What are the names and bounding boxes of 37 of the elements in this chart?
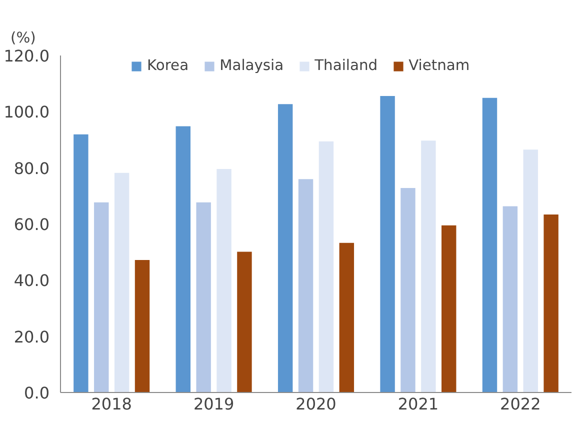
y-tick-label: 40.0 (14, 271, 50, 290)
bar (94, 202, 109, 392)
bar (216, 168, 232, 392)
x-tick-label: 2020 (296, 394, 336, 414)
bar (278, 104, 293, 392)
x-tick-label: 2019 (193, 394, 234, 414)
bar (114, 172, 130, 392)
y-tick-label: 100.0 (4, 102, 50, 122)
bar (339, 242, 354, 392)
y-tick-label: 60.0 (14, 215, 50, 234)
legend-label: Malaysia (220, 57, 284, 74)
legend-label: Thailand (314, 57, 378, 74)
y-tick-label: 0.0 (24, 384, 50, 402)
bar (176, 126, 190, 392)
bar (298, 179, 314, 392)
bar (442, 225, 456, 392)
y-tick-label: 20.0 (14, 327, 50, 346)
bar (196, 202, 211, 392)
bar (544, 214, 558, 392)
bar (237, 252, 252, 392)
bar (74, 134, 88, 392)
bar (134, 260, 150, 392)
y-tick-label: 120.0 (4, 46, 50, 66)
bar (523, 150, 538, 392)
legend-label: Vietnam (408, 57, 470, 74)
bar (502, 206, 518, 392)
x-tick-label: 2021 (398, 394, 439, 414)
y-tick-label: 80.0 (14, 158, 50, 178)
x-tick-label: 2022 (500, 394, 541, 414)
bar (421, 140, 436, 392)
legend-label: Korea (147, 57, 189, 74)
bar (318, 141, 334, 392)
bar (400, 188, 416, 392)
y-axis-title: (%) (10, 30, 36, 46)
bar (380, 96, 395, 392)
x-tick-label: 2018 (91, 394, 132, 414)
bar (482, 98, 498, 392)
